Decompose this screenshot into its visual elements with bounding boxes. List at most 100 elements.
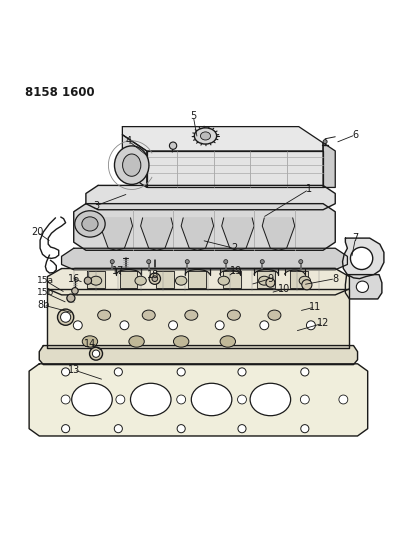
Ellipse shape	[339, 395, 348, 404]
Ellipse shape	[122, 154, 141, 176]
Text: 19: 19	[230, 265, 242, 276]
Text: 7: 7	[352, 233, 359, 243]
Ellipse shape	[268, 310, 281, 320]
Ellipse shape	[300, 395, 309, 404]
Text: 15a: 15a	[37, 276, 54, 285]
Ellipse shape	[62, 425, 70, 433]
Polygon shape	[62, 248, 347, 270]
Text: 8158 1600: 8158 1600	[25, 86, 95, 99]
Text: 12: 12	[317, 318, 329, 328]
Text: 15b: 15b	[37, 288, 54, 297]
Polygon shape	[290, 271, 308, 288]
Ellipse shape	[114, 368, 122, 376]
Ellipse shape	[142, 310, 155, 320]
Polygon shape	[141, 218, 173, 251]
Ellipse shape	[169, 321, 178, 330]
Polygon shape	[47, 269, 349, 295]
Ellipse shape	[60, 312, 71, 322]
Ellipse shape	[194, 128, 217, 144]
Polygon shape	[262, 218, 295, 251]
Ellipse shape	[116, 395, 125, 404]
Polygon shape	[323, 143, 335, 188]
Ellipse shape	[323, 140, 327, 144]
Ellipse shape	[62, 368, 70, 376]
Text: 2: 2	[231, 243, 237, 253]
Text: 1: 1	[306, 184, 312, 195]
Ellipse shape	[259, 276, 270, 285]
Ellipse shape	[72, 383, 112, 416]
Ellipse shape	[302, 280, 312, 290]
Text: 20: 20	[31, 227, 44, 237]
Text: 5: 5	[190, 111, 196, 122]
Ellipse shape	[218, 276, 229, 285]
Ellipse shape	[152, 276, 158, 281]
Ellipse shape	[220, 336, 236, 347]
Ellipse shape	[301, 425, 309, 433]
Ellipse shape	[115, 146, 149, 184]
Polygon shape	[29, 364, 368, 436]
Ellipse shape	[301, 368, 309, 376]
Text: 4: 4	[125, 136, 132, 146]
Ellipse shape	[169, 142, 177, 149]
Polygon shape	[181, 218, 214, 251]
Ellipse shape	[110, 260, 114, 264]
Polygon shape	[47, 289, 349, 348]
Ellipse shape	[173, 336, 189, 347]
Ellipse shape	[351, 247, 373, 270]
Polygon shape	[122, 127, 323, 151]
Ellipse shape	[147, 260, 151, 264]
Text: 17: 17	[112, 265, 125, 276]
Ellipse shape	[260, 260, 264, 264]
Ellipse shape	[75, 211, 105, 237]
Polygon shape	[223, 271, 241, 288]
Text: 10: 10	[278, 284, 291, 294]
Polygon shape	[39, 345, 358, 365]
Polygon shape	[120, 271, 137, 288]
Ellipse shape	[72, 288, 78, 294]
Ellipse shape	[224, 260, 228, 264]
Ellipse shape	[98, 310, 111, 320]
Polygon shape	[345, 274, 382, 299]
Ellipse shape	[67, 294, 75, 302]
Polygon shape	[122, 135, 147, 188]
Ellipse shape	[238, 368, 246, 376]
Ellipse shape	[185, 310, 198, 320]
Text: 11: 11	[309, 302, 321, 312]
Ellipse shape	[149, 273, 161, 284]
Text: 16: 16	[67, 273, 80, 284]
Ellipse shape	[238, 395, 247, 404]
Ellipse shape	[114, 425, 122, 433]
Ellipse shape	[260, 321, 269, 330]
Ellipse shape	[177, 395, 186, 404]
Ellipse shape	[201, 132, 210, 140]
Ellipse shape	[177, 368, 185, 376]
Text: 14: 14	[84, 338, 96, 349]
Polygon shape	[74, 204, 335, 251]
Ellipse shape	[92, 350, 100, 357]
Ellipse shape	[191, 383, 232, 416]
Ellipse shape	[215, 321, 224, 330]
Text: 6: 6	[353, 130, 358, 140]
Polygon shape	[189, 271, 206, 288]
Ellipse shape	[73, 321, 82, 330]
Ellipse shape	[227, 310, 240, 320]
Ellipse shape	[61, 395, 70, 404]
Ellipse shape	[129, 336, 144, 347]
Ellipse shape	[356, 281, 369, 293]
Text: 3: 3	[93, 201, 99, 211]
Polygon shape	[87, 271, 105, 288]
Polygon shape	[86, 185, 335, 210]
Ellipse shape	[90, 276, 102, 285]
Ellipse shape	[82, 336, 98, 347]
Ellipse shape	[90, 347, 102, 360]
Ellipse shape	[299, 276, 310, 285]
Ellipse shape	[84, 277, 92, 284]
Ellipse shape	[250, 383, 291, 416]
Text: 18: 18	[147, 270, 159, 280]
Ellipse shape	[58, 309, 74, 325]
Ellipse shape	[238, 425, 246, 433]
Ellipse shape	[299, 260, 303, 264]
Text: 8: 8	[332, 273, 338, 284]
Ellipse shape	[307, 321, 315, 330]
Text: 9: 9	[267, 273, 273, 284]
